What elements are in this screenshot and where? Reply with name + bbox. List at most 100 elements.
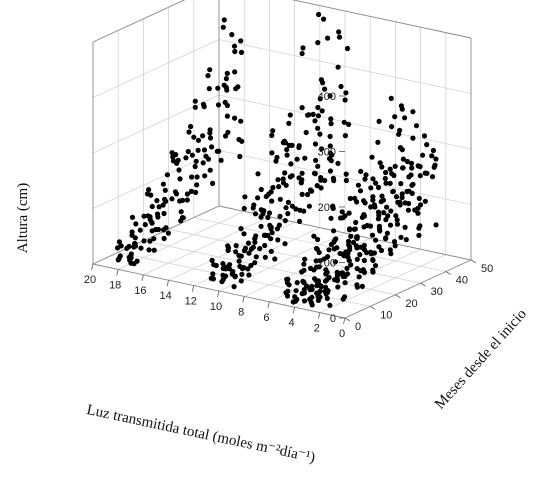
data-point: [172, 189, 179, 195]
z-tick-label: 100: [318, 258, 336, 270]
data-point: [408, 160, 415, 166]
data-point: [341, 253, 347, 259]
data-point: [191, 134, 197, 140]
data-point: [397, 199, 403, 205]
data-point: [308, 265, 314, 271]
data-points: [115, 11, 439, 308]
data-point: [375, 184, 382, 191]
data-point: [369, 154, 375, 160]
data-point: [128, 251, 134, 257]
data-point: [294, 280, 300, 286]
data-point: [207, 167, 213, 173]
data-point: [330, 175, 336, 181]
data-point: [299, 105, 305, 111]
data-point: [294, 156, 300, 162]
data-point: [169, 150, 175, 156]
data-point: [402, 224, 408, 230]
data-point: [246, 250, 252, 256]
data-point: [245, 266, 251, 272]
data-point: [396, 131, 402, 137]
y-tick-mark: [369, 306, 376, 310]
data-point: [275, 177, 281, 183]
x-tick-label: 2: [314, 323, 320, 335]
data-point: [318, 177, 324, 183]
x-axis-title: Luz transmitida total (moles m⁻²día⁻¹): [85, 402, 316, 466]
data-point: [328, 241, 334, 248]
data-point: [316, 11, 322, 18]
grid-lines: [92, 0, 472, 319]
data-point: [186, 129, 192, 135]
data-point: [352, 195, 358, 201]
data-point: [300, 278, 306, 284]
z-axis-title: Altura (cm): [15, 183, 31, 253]
data-point: [399, 191, 405, 197]
data-point: [223, 76, 229, 82]
data-point: [289, 203, 295, 209]
data-point: [378, 247, 385, 254]
x-tick-label: 0: [339, 328, 345, 340]
data-point: [265, 232, 271, 239]
data-point: [327, 133, 333, 139]
data-point: [237, 153, 243, 160]
data-point: [284, 152, 290, 158]
data-point: [355, 182, 361, 188]
data-point: [209, 257, 215, 263]
data-point: [317, 131, 323, 137]
data-point: [354, 282, 360, 288]
data-point: [326, 156, 333, 162]
data-point: [432, 162, 438, 168]
data-point: [303, 129, 309, 136]
data-point: [383, 180, 389, 186]
data-point: [270, 128, 276, 134]
data-point: [220, 272, 226, 278]
data-point: [115, 245, 121, 251]
data-point: [321, 16, 327, 22]
data-point: [160, 181, 166, 187]
data-point: [149, 220, 155, 226]
data-point: [169, 196, 175, 202]
data-point: [209, 144, 215, 150]
data-point: [348, 262, 354, 268]
data-point: [283, 290, 289, 296]
data-point: [356, 274, 362, 280]
data-point: [334, 269, 340, 275]
data-point: [262, 242, 268, 249]
data-point: [227, 262, 233, 268]
y-tick-mark: [395, 294, 401, 299]
data-point: [402, 115, 408, 121]
data-point: [238, 226, 244, 232]
data-point: [408, 172, 414, 178]
data-point: [390, 189, 396, 195]
data-point: [370, 257, 376, 263]
data-point: [177, 198, 183, 204]
data-point: [348, 233, 354, 239]
data-point: [338, 215, 344, 221]
data-point: [224, 70, 230, 76]
data-point: [231, 43, 238, 49]
data-point: [185, 148, 191, 155]
data-point: [362, 200, 368, 206]
data-point: [392, 114, 398, 120]
light-gridline: [143, 216, 270, 276]
data-point: [146, 187, 152, 193]
data-point: [255, 195, 261, 201]
data-point: [219, 279, 225, 285]
data-point: [165, 230, 171, 236]
data-point: [299, 170, 305, 176]
data-point: [379, 164, 385, 170]
data-point: [317, 96, 323, 102]
data-point: [297, 207, 303, 213]
data-point: [316, 249, 322, 256]
x-tick-mark: [91, 263, 94, 271]
data-point: [367, 223, 374, 229]
data-point: [391, 172, 397, 179]
y-tick-label: 40: [456, 275, 468, 287]
data-point: [415, 163, 421, 169]
data-point: [421, 133, 428, 139]
data-point: [392, 243, 398, 249]
data-point: [375, 139, 381, 145]
data-point: [313, 245, 320, 252]
data-point: [410, 109, 416, 115]
data-point: [223, 264, 229, 270]
data-point: [342, 213, 348, 219]
